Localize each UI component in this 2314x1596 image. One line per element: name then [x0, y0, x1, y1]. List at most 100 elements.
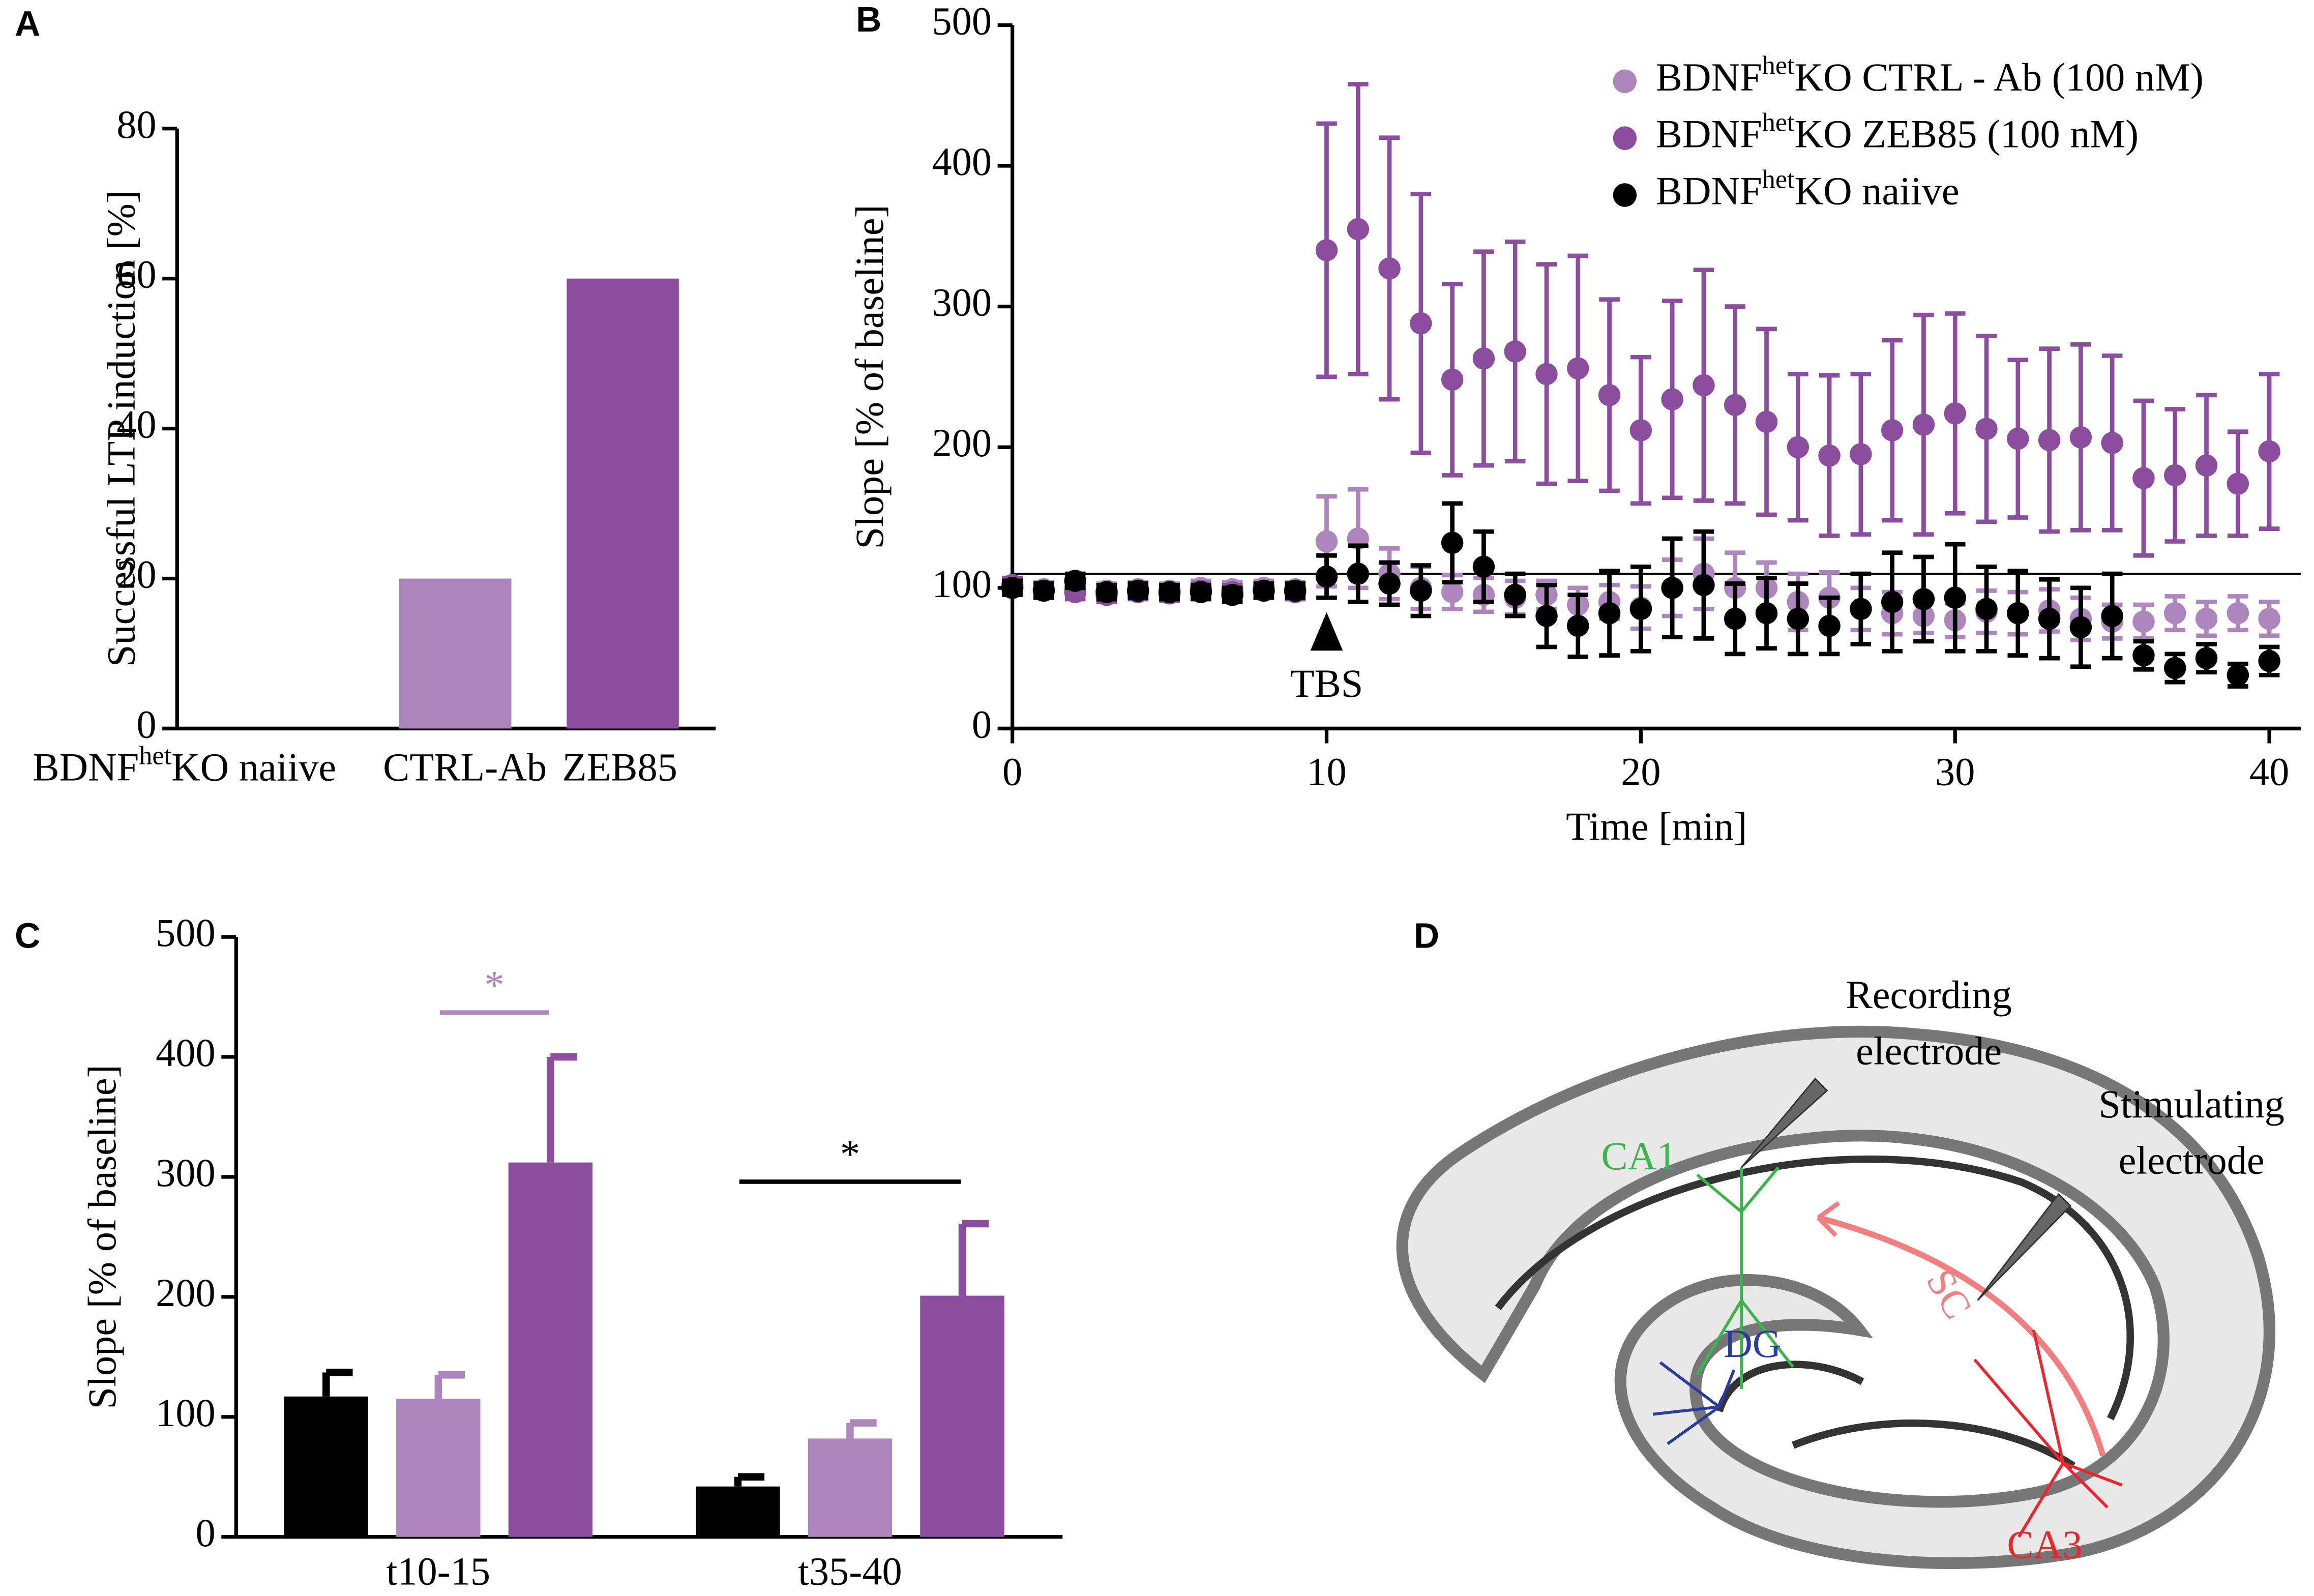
- tbs-arrow: [1310, 612, 1343, 651]
- panel-letter: B: [856, 0, 881, 39]
- data-point: [1347, 543, 1370, 604]
- data-point: [2258, 600, 2280, 638]
- marker: [1850, 598, 1872, 620]
- legend-label: BDNFhetKO ZEB85 (100 nM): [1656, 107, 2139, 156]
- marker: [1472, 347, 1495, 370]
- data-point: [2101, 571, 2123, 661]
- marker: [1661, 388, 1683, 410]
- data-point: [1881, 550, 1904, 654]
- data-point: [1975, 334, 1998, 524]
- data-point: [1629, 564, 1652, 654]
- marker: [1975, 418, 1998, 440]
- marker: [1944, 586, 1966, 609]
- data-point: [2227, 594, 2249, 633]
- significance-star: *: [840, 1132, 860, 1176]
- marker: [2163, 602, 2186, 625]
- x-tick-label: 10: [1307, 749, 1346, 793]
- label-part: BDNF: [33, 745, 139, 789]
- data-point: [1567, 593, 1589, 659]
- marker: [1221, 583, 1243, 606]
- marker: [2132, 467, 2155, 489]
- data-point: [1818, 373, 1841, 538]
- marker: [1472, 555, 1495, 578]
- data-point: [1912, 554, 1935, 644]
- x-tick-label: CTRL-Ab: [383, 745, 547, 789]
- marker: [1378, 257, 1401, 280]
- legend-marker: [1613, 183, 1637, 207]
- significance-star: *: [485, 962, 505, 1007]
- marker: [2227, 664, 2249, 687]
- y-tick-label: 0: [195, 1511, 215, 1555]
- data-point: [1661, 536, 1683, 640]
- data-point: [1598, 297, 1621, 493]
- label-part: BDNF: [1656, 55, 1762, 99]
- x-tick-label: BDNFhetKO naiive: [33, 741, 336, 789]
- x-tick-label: t10-15: [387, 1549, 490, 1593]
- ca1-label: CA1: [1601, 1134, 1676, 1178]
- y-tick-label: 80: [116, 102, 156, 146]
- data-point: [2163, 407, 2186, 544]
- data-point: [1378, 560, 1401, 607]
- marker: [1315, 530, 1338, 553]
- marker: [1661, 577, 1683, 599]
- marker: [1881, 590, 1904, 613]
- y-tick-label: 60: [116, 252, 156, 297]
- marker: [1724, 394, 1746, 417]
- dg-layer: [1715, 1361, 1864, 1412]
- data-point: [1787, 372, 1809, 523]
- data-point: [2258, 372, 2280, 531]
- data-point: [1253, 579, 1275, 602]
- marker: [2258, 607, 2280, 630]
- data-point: [1535, 582, 1558, 649]
- y-tick-label: 400: [932, 139, 992, 184]
- marker: [1158, 581, 1181, 603]
- x-tick-label: 0: [1002, 749, 1022, 793]
- marker: [1315, 565, 1338, 588]
- y-tick-label: 300: [932, 280, 992, 324]
- marker: [1378, 572, 1401, 595]
- marker: [2038, 429, 2061, 452]
- data-point: [1724, 304, 1746, 506]
- data-point: [2132, 639, 2155, 672]
- marker: [2132, 644, 2155, 667]
- marker: [1535, 363, 1558, 386]
- recording-label: electrode: [1856, 1029, 2002, 1073]
- hippocampus-outline: [1396, 1025, 2275, 1570]
- data-point: [1315, 553, 1338, 600]
- marker: [2101, 432, 2123, 454]
- arrow-head: [1816, 1201, 1841, 1237]
- annotation: TBS: [1290, 661, 1363, 705]
- marker: [1190, 581, 1212, 603]
- data-point: [1881, 338, 1904, 523]
- data-point: [2227, 429, 2249, 538]
- marker: [2258, 649, 2280, 672]
- data-point: [2007, 569, 2029, 658]
- marker: [2163, 464, 2186, 487]
- marker: [1253, 579, 1275, 602]
- marker: [1912, 413, 1935, 436]
- y-tick-label: 200: [932, 421, 992, 465]
- y-tick-label: 0: [972, 702, 992, 746]
- bar: [284, 1396, 368, 1537]
- data-point: [1504, 240, 1526, 464]
- sc-label: SC: [1918, 1262, 1980, 1326]
- marker: [1787, 607, 1809, 630]
- data-point: [1347, 82, 1370, 376]
- data-point: [2069, 585, 2092, 669]
- marker: [2195, 607, 2218, 630]
- label-part: KO naiive: [1795, 168, 1960, 213]
- marker: [2069, 616, 2092, 639]
- data-point: [1944, 542, 1966, 654]
- marker: [1755, 410, 1778, 433]
- ca3-neuron: [1973, 1329, 2123, 1538]
- marker: [1315, 239, 1338, 261]
- marker: [1441, 581, 1464, 603]
- data-point: [1535, 262, 1558, 486]
- marker: [1441, 368, 1464, 391]
- x-axis-label: Time [min]: [1566, 804, 1747, 848]
- label-part: BDNF: [1656, 112, 1762, 156]
- x-tick-label: ZEB85: [562, 745, 677, 789]
- y-tick-label: 300: [156, 1150, 215, 1195]
- marker: [1693, 574, 1715, 597]
